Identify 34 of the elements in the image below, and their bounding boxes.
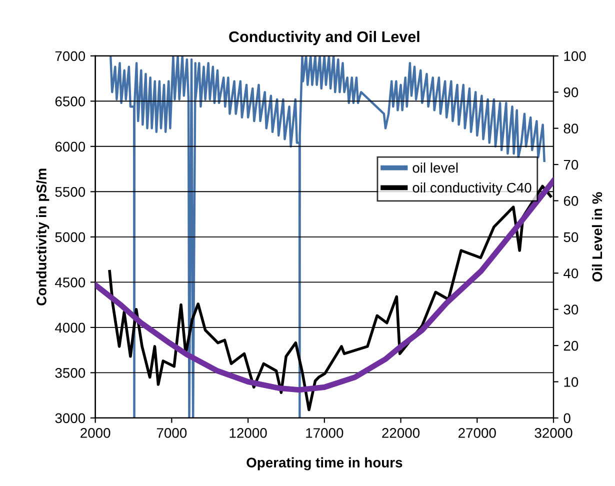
y-tick-label: 7000 bbox=[55, 51, 86, 62]
y2-tick-label: 80 bbox=[564, 124, 578, 134]
x-tick-label: 12000 bbox=[230, 428, 267, 438]
line-series bbox=[109, 56, 546, 418]
y2-axis-title: Oil Level in % bbox=[592, 192, 602, 282]
y2-tick-label: 50 bbox=[564, 232, 578, 242]
y-tick-label: 5000 bbox=[55, 232, 86, 242]
x-tick-label: 17000 bbox=[306, 428, 344, 438]
y2-tick-label: 100 bbox=[564, 51, 586, 62]
y2-tick-label: 30 bbox=[564, 304, 578, 315]
x-tick-label: 7000 bbox=[156, 428, 187, 438]
y-tick-label: 4000 bbox=[55, 322, 86, 333]
y2-tick-label: 10 bbox=[564, 377, 578, 387]
y2-tick-label: 40 bbox=[564, 268, 578, 278]
y-tick-label: 3500 bbox=[55, 368, 86, 378]
y-tick-label: 6000 bbox=[55, 142, 86, 152]
x-tick-label: 2000 bbox=[80, 428, 110, 438]
chart-title: Conductivity and Oil Level bbox=[229, 30, 420, 46]
x-tick-label: 22000 bbox=[382, 428, 420, 438]
y-tick-label: 5500 bbox=[55, 187, 86, 197]
legend-label: oil conductivity C40 bbox=[412, 182, 532, 196]
y2-tick-label: 20 bbox=[564, 340, 578, 351]
y2-tick-label: 0 bbox=[564, 413, 570, 424]
legend-label: oil level bbox=[412, 162, 458, 173]
x-axis-title: Operating time in hours bbox=[246, 457, 402, 470]
y-tick-label: 6500 bbox=[55, 96, 86, 106]
y-tick-label: 3000 bbox=[55, 413, 86, 424]
x-tick-label: 27000 bbox=[458, 428, 496, 438]
y2-tick-label: 60 bbox=[564, 196, 578, 206]
y2-tick-label: 90 bbox=[564, 87, 578, 98]
y-tick-label: 4500 bbox=[55, 278, 86, 288]
y2-tick-label: 70 bbox=[564, 160, 578, 170]
x-tick-label: 32000 bbox=[534, 428, 572, 438]
y-axis-title: Conductivity in pS/m bbox=[36, 168, 50, 306]
